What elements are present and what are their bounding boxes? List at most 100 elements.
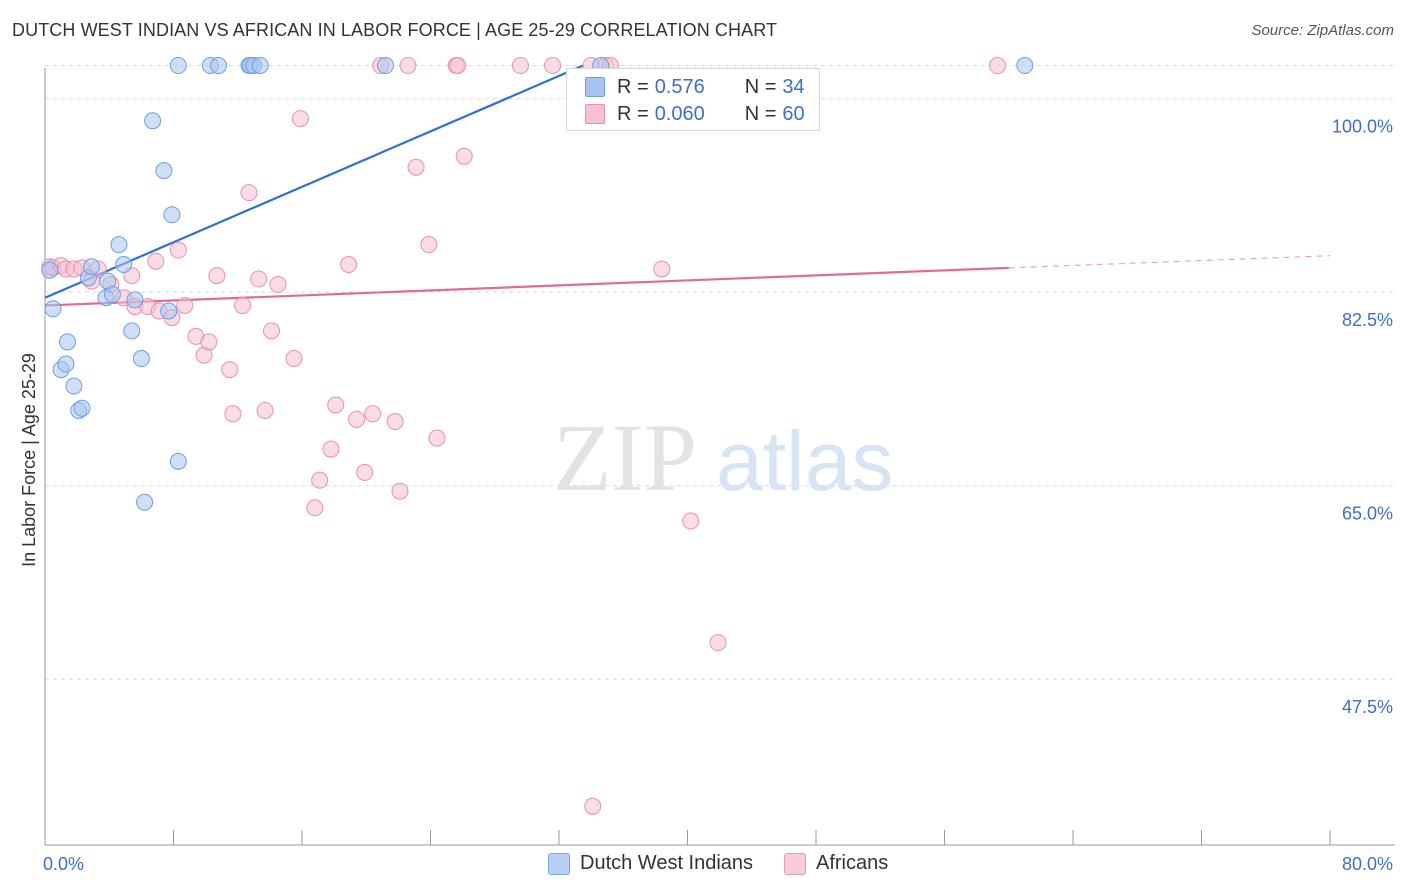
point-dutch-west-indian bbox=[110, 236, 128, 254]
point-dutch-west-indian bbox=[44, 300, 62, 318]
legend-label: Dutch West Indians bbox=[580, 852, 754, 874]
point-african bbox=[285, 350, 303, 368]
x-tick-label: 80.0% bbox=[1342, 854, 1393, 874]
point-dutch-west-indian bbox=[163, 206, 181, 224]
y-tick-label: 65.0% bbox=[1342, 504, 1393, 524]
point-dutch-west-indian bbox=[123, 322, 141, 340]
point-dutch-west-indian bbox=[155, 162, 173, 180]
point-african bbox=[449, 57, 467, 75]
point-african bbox=[428, 429, 446, 447]
point-dutch-west-indian bbox=[169, 452, 187, 470]
trend-line-africans bbox=[44, 266, 1009, 307]
watermark-zip: ZIP bbox=[553, 404, 697, 511]
data-points bbox=[41, 57, 1034, 815]
point-dutch-west-indian bbox=[160, 302, 178, 320]
point-dutch-west-indian bbox=[1016, 57, 1034, 75]
point-dutch-west-indian bbox=[115, 256, 133, 274]
point-african bbox=[169, 241, 187, 259]
point-dutch-west-indian bbox=[144, 112, 162, 130]
point-african bbox=[399, 57, 417, 75]
point-dutch-west-indian bbox=[169, 57, 187, 75]
x-tick-label: 0.0% bbox=[43, 854, 84, 874]
point-african bbox=[221, 361, 239, 379]
point-african bbox=[511, 57, 529, 75]
point-african bbox=[653, 260, 671, 278]
point-dutch-west-indian bbox=[57, 355, 75, 373]
n-value: 60 bbox=[782, 102, 805, 125]
point-dutch-west-indian bbox=[132, 350, 150, 368]
watermark: ZIP atlas bbox=[553, 404, 893, 511]
point-dutch-west-indian bbox=[58, 333, 76, 351]
point-dutch-west-indian bbox=[377, 57, 395, 75]
point-african bbox=[176, 296, 194, 314]
chart-title: DUTCH WEST INDIAN VS AFRICAN IN LABOR FO… bbox=[12, 20, 778, 40]
point-african bbox=[340, 256, 358, 274]
point-african bbox=[364, 405, 382, 423]
r-label: R = bbox=[617, 75, 649, 98]
r-value: 0.576 bbox=[654, 75, 705, 98]
legend-swatch-pink bbox=[585, 104, 605, 124]
point-african bbox=[240, 184, 258, 202]
legend-swatch-blue bbox=[548, 852, 570, 875]
legend-item-africans[interactable]: Africans bbox=[784, 852, 888, 875]
point-dutch-west-indian bbox=[126, 291, 144, 309]
point-african bbox=[311, 471, 329, 489]
point-african bbox=[250, 270, 268, 288]
stats-row-africans: R = 0.060 N = 60 bbox=[585, 102, 805, 126]
point-african bbox=[348, 410, 366, 428]
point-dutch-west-indian bbox=[136, 493, 154, 511]
point-dutch-west-indian bbox=[209, 57, 227, 75]
point-african bbox=[989, 57, 1007, 75]
point-african bbox=[234, 296, 252, 314]
r-value: 0.060 bbox=[654, 102, 705, 125]
legend-label: Africans bbox=[816, 852, 889, 874]
y-tick-label: 47.5% bbox=[1342, 697, 1393, 717]
point-african bbox=[262, 322, 280, 340]
y-axis-label: In Labor Force | Age 25-29 bbox=[19, 353, 39, 567]
y-tick-label: 100.0% bbox=[1332, 117, 1393, 137]
point-african bbox=[709, 634, 727, 652]
point-african bbox=[306, 499, 324, 517]
point-dutch-west-indian bbox=[73, 399, 91, 417]
n-label: N = bbox=[744, 102, 777, 125]
stats-legend: R = 0.576 N = 34 R = 0.060 N = 60 bbox=[566, 68, 820, 131]
point-african bbox=[455, 147, 473, 165]
grid-lines bbox=[45, 65, 1395, 680]
point-african bbox=[256, 401, 274, 419]
point-african bbox=[208, 267, 226, 285]
point-african bbox=[682, 512, 700, 530]
point-african bbox=[200, 333, 218, 351]
point-dutch-west-indian bbox=[103, 285, 121, 303]
watermark-atlas: atlas bbox=[716, 414, 893, 508]
legend-swatch-pink bbox=[784, 852, 806, 875]
n-label: N = bbox=[744, 75, 777, 98]
point-dutch-west-indian bbox=[65, 377, 83, 395]
point-african bbox=[420, 236, 438, 254]
point-dutch-west-indian bbox=[251, 57, 269, 75]
point-african bbox=[224, 405, 242, 423]
trend-line-extension bbox=[1008, 255, 1331, 269]
point-african bbox=[544, 57, 562, 75]
legend-item-dutch-west-indians[interactable]: Dutch West Indians bbox=[548, 852, 753, 875]
axes bbox=[44, 68, 1395, 846]
trend-lines bbox=[44, 64, 1331, 307]
r-label: R = bbox=[617, 102, 649, 125]
point-african bbox=[147, 252, 165, 270]
legend-swatch-blue bbox=[585, 77, 605, 97]
point-african bbox=[269, 275, 287, 293]
point-dutch-west-indian bbox=[83, 258, 101, 276]
y-tick-label: 82.5% bbox=[1342, 310, 1393, 330]
point-dutch-west-indian bbox=[41, 261, 59, 279]
point-african bbox=[356, 463, 374, 481]
point-african bbox=[327, 396, 345, 414]
point-african bbox=[584, 797, 602, 815]
stats-row-dutch-west-indians: R = 0.576 N = 34 bbox=[585, 75, 805, 99]
series-legend: Dutch West Indians Africans bbox=[0, 852, 1406, 878]
point-african bbox=[407, 158, 425, 176]
point-african bbox=[391, 482, 409, 500]
point-african bbox=[291, 110, 309, 128]
source-label: Source: ZipAtlas.com bbox=[1251, 22, 1394, 39]
point-african bbox=[322, 440, 340, 458]
axis-labels: 47.5% 65.0% 82.5% 100.0% 0.0% 80.0% In Labor F… bbox=[19, 117, 1393, 874]
